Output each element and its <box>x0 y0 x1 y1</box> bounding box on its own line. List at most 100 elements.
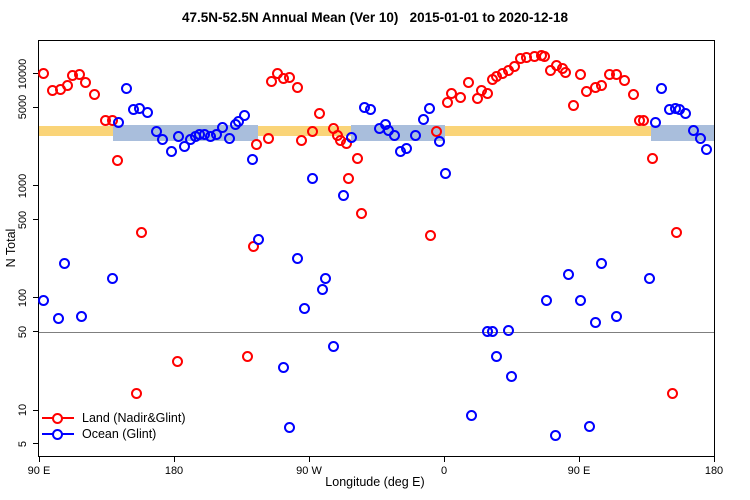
ocean-data-point <box>644 272 656 284</box>
ocean-data-point <box>687 125 699 137</box>
land-data-point <box>262 132 274 144</box>
ocean-data-point <box>502 325 514 337</box>
ocean-data-point <box>299 303 311 315</box>
land-data-point <box>455 92 467 104</box>
ocean-data-point <box>562 268 574 280</box>
land-data-point <box>296 135 308 146</box>
land-data-point <box>666 388 678 400</box>
x-tick <box>578 457 580 462</box>
land-data-point <box>574 69 586 81</box>
land-data-point <box>481 88 493 100</box>
y-axis-title: N Total <box>4 228 18 268</box>
land-data-point <box>89 89 101 101</box>
ocean-data-point <box>173 130 185 142</box>
ocean-legend-marker-icon <box>42 428 74 440</box>
ocean-data-point <box>165 145 177 157</box>
ocean-data-point <box>216 121 228 133</box>
land-data-point <box>135 226 147 238</box>
ocean-data-point <box>679 107 691 119</box>
y-tick-label: 10000 <box>17 58 29 89</box>
land-data-point <box>342 173 354 184</box>
y-tick-label: 50 <box>17 325 29 338</box>
ocean-data-point <box>278 361 290 373</box>
x-tick-label: 90 E <box>567 465 591 477</box>
y-tick-label: 5 <box>17 440 29 447</box>
ocean-data-point <box>506 370 518 382</box>
ocean-data-point <box>589 317 601 329</box>
legend-item-land-label: Land (Nadir&Glint) <box>82 411 186 425</box>
ocean-data-point <box>210 128 222 140</box>
land-legend-marker-icon <box>42 412 74 424</box>
reference-line-50 <box>39 331 714 334</box>
ocean-data-point <box>656 83 668 95</box>
land-data-point <box>61 80 73 92</box>
land-data-point <box>539 51 551 63</box>
x-tick <box>713 457 715 462</box>
ocean-data-point <box>291 252 303 264</box>
ocean-data-point <box>327 340 339 352</box>
ocean-data-point <box>306 173 318 184</box>
ocean-data-point <box>490 351 502 363</box>
y-tick <box>33 219 38 220</box>
ocean-data-point <box>439 167 451 179</box>
ocean-data-point <box>38 294 50 306</box>
y-tick <box>33 73 38 75</box>
land-data-point <box>509 61 521 73</box>
ocean-data-point <box>345 132 357 144</box>
ocean-data-point <box>120 83 132 95</box>
ocean-data-point <box>465 409 477 421</box>
ocean-data-point <box>156 133 168 145</box>
y-tick-label: 1000 <box>17 173 29 198</box>
y-tick <box>33 409 38 411</box>
y-tick <box>33 443 38 445</box>
ocean-data-point <box>284 421 296 433</box>
x-tick <box>173 457 175 462</box>
land-data-point <box>284 72 296 84</box>
land-data-point <box>74 69 86 81</box>
ocean-legend-circle-icon <box>52 428 63 440</box>
ocean-data-point <box>107 272 119 284</box>
ocean-data-point <box>337 189 349 201</box>
x-tick-label: 180 <box>704 465 724 477</box>
land-data-point <box>265 75 277 87</box>
land-data-point <box>559 66 571 78</box>
land-data-point <box>567 99 579 111</box>
ocean-data-point <box>316 283 328 295</box>
land-data-point <box>306 125 318 137</box>
land-data-point <box>38 68 50 80</box>
ocean-data-point <box>417 114 429 126</box>
ocean-data-point <box>486 326 498 338</box>
x-tick <box>443 457 445 462</box>
y-tick <box>33 185 38 187</box>
ocean-data-point <box>409 129 421 141</box>
y-tick-label: 5000 <box>17 95 29 120</box>
legend-item-ocean: Ocean (Glint) <box>42 426 186 442</box>
ocean-data-point <box>649 116 661 128</box>
land-data-point <box>627 88 639 100</box>
land-data-point <box>462 76 474 88</box>
ocean-data-point <box>694 132 706 144</box>
land-data-point <box>314 107 326 119</box>
legend-item-land: Land (Nadir&Glint) <box>42 410 186 426</box>
land-data-point <box>351 152 363 164</box>
land-legend-circle-icon <box>52 412 63 424</box>
land-data-point <box>80 77 92 89</box>
y-tick <box>33 297 38 299</box>
land-data-point <box>647 152 659 164</box>
ocean-data-point <box>223 132 235 144</box>
land-data-point <box>251 139 263 151</box>
ocean-data-point <box>549 430 561 442</box>
x-tick <box>38 457 40 462</box>
y-tick <box>33 331 38 333</box>
x-tick-label: 90 E <box>27 465 51 477</box>
ocean-data-point <box>53 313 65 325</box>
y-tick <box>33 106 38 108</box>
ocean-data-point <box>575 294 587 306</box>
y-tick-label: 10 <box>17 403 29 417</box>
land-data-point <box>431 125 443 137</box>
x-axis-title: Longitude (deg E) <box>325 475 425 489</box>
ocean-data-point <box>595 257 607 269</box>
ocean-data-point <box>701 144 713 156</box>
y-tick-label: 100 <box>17 288 29 308</box>
